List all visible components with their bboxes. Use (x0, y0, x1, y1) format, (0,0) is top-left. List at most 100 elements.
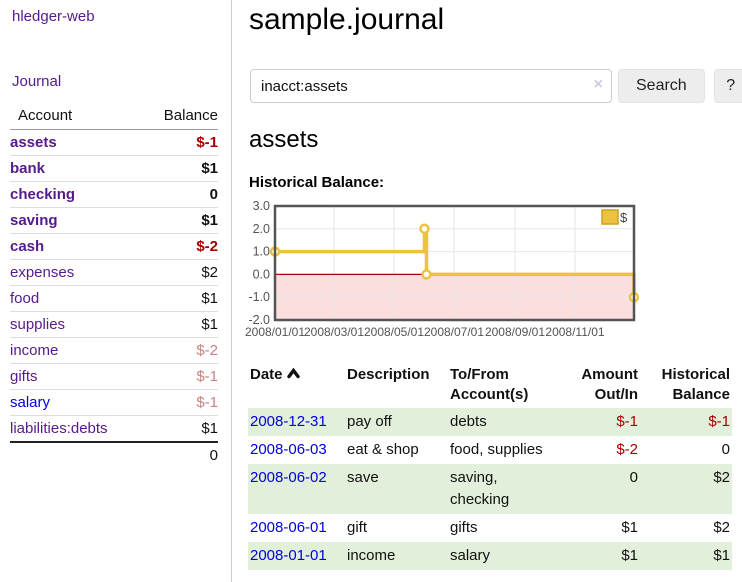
account-row-food: food $1 (10, 285, 218, 312)
account-link[interactable]: saving (10, 212, 58, 229)
account-balance: $1 (137, 207, 218, 234)
balance-chart-svg: $3.0 2.0 1.0 0.0 -1.0 -2.02008/01/012008/03/0… (245, 199, 640, 339)
account-link[interactable]: liabilities:debts (10, 420, 108, 437)
date-column-header[interactable]: Date (248, 362, 345, 408)
page-title: sample.journal (249, 3, 445, 36)
account-balance: $1 (137, 285, 218, 312)
svg-text:-1.0: -1.0 (248, 290, 270, 304)
account-balance: $-1 (196, 134, 218, 151)
account-balance: $2 (137, 259, 218, 286)
account-balance: $1 (137, 311, 218, 338)
transaction-row[interactable]: 2008-06-01 gift gifts $1 $2 (248, 514, 732, 542)
historical-balance-label: Historical Balance: (249, 174, 385, 191)
transaction-description: gift (347, 519, 368, 536)
account-link[interactable]: assets (10, 134, 57, 151)
account-link[interactable]: expenses (10, 264, 75, 281)
transaction-amount: $1 (621, 547, 638, 564)
transaction-balance: 0 (721, 441, 730, 458)
account-row-gifts: gifts $-1 (10, 363, 218, 390)
account-balance: $-1 (137, 389, 218, 416)
svg-text:0.0: 0.0 (253, 267, 270, 281)
transaction-amount: $1 (621, 519, 638, 536)
account-row-assets: assets $-1 (10, 130, 218, 156)
account-balance: $1 (137, 155, 218, 182)
transaction-row[interactable]: 2008-06-02 save saving, checking 0 $2 (248, 464, 732, 514)
transaction-balance: $2 (713, 519, 730, 536)
main-pane: sample.journal × Search ? assets Histori… (249, 0, 742, 191)
balance-column-header: Balance (137, 104, 218, 130)
account-link[interactable]: supplies (10, 316, 66, 333)
transaction-description: eat & shop (347, 441, 419, 458)
transaction-balance: $2 (713, 469, 730, 486)
svg-text:2008/09/01: 2008/09/01 (485, 325, 545, 339)
account-row-expenses: expenses $2 (10, 259, 218, 286)
svg-text:2008/11/01: 2008/11/01 (545, 325, 604, 339)
transaction-amount: 0 (629, 469, 638, 486)
brand-link[interactable]: hledger-web (12, 8, 95, 25)
account-row-income: income $-2 (10, 337, 218, 364)
transaction-accounts: debts (450, 413, 487, 430)
svg-text:2008/01/01: 2008/01/01 (245, 325, 305, 339)
account-balance: $-1 (137, 363, 218, 390)
transaction-balance: $-1 (708, 413, 730, 430)
sort-ascending-icon (286, 365, 300, 385)
transaction-accounts: saving, checking (450, 469, 510, 508)
account-link[interactable]: food (10, 290, 40, 307)
transaction-row[interactable]: 2008-12-31 pay off debts $-1 $-1 (248, 408, 732, 436)
transaction-date-link[interactable]: 2008-01-01 (250, 547, 327, 564)
balance-column-header: Historical Balance (661, 366, 730, 403)
sidebar: hledger-web Journal Account Balance asse… (0, 0, 231, 582)
svg-text:2008/07/01: 2008/07/01 (424, 325, 484, 339)
transaction-amount: $-2 (616, 441, 638, 458)
transaction-description: save (347, 469, 379, 486)
accounts-table-header: Account Balance (10, 104, 218, 130)
account-link[interactable]: salary (10, 394, 51, 411)
account-balance: $-2 (137, 337, 218, 364)
amount-column-header: Amount Out/In (581, 366, 638, 403)
help-button[interactable]: ? (713, 69, 742, 103)
transaction-row[interactable]: 2008-01-01 income salary $1 $1 (248, 542, 732, 570)
svg-text:-2.0: -2.0 (248, 313, 270, 327)
transaction-accounts: food, supplies (450, 441, 543, 458)
transaction-accounts: salary (450, 547, 491, 564)
transaction-date-link[interactable]: 2008-06-03 (250, 441, 327, 458)
account-heading: assets (249, 126, 319, 153)
accounts-column-header: To/From Account(s) (450, 366, 529, 403)
account-balance: $1 (137, 415, 218, 442)
accounts-total-row: 0 (10, 441, 218, 468)
svg-text:3.0: 3.0 (253, 200, 270, 213)
svg-text:2008/03/01: 2008/03/01 (304, 325, 364, 339)
transaction-description: income (347, 547, 396, 564)
transactions-table: Date Description To/From Account(s) Amou… (248, 362, 732, 570)
transaction-amount: $-1 (616, 413, 638, 430)
account-row-bank: bank $1 (10, 155, 218, 182)
sidebar-item-journal[interactable]: Journal (12, 73, 62, 90)
transaction-accounts: gifts (450, 519, 478, 536)
search-form: × Search ? (250, 69, 742, 103)
svg-text:$: $ (620, 210, 628, 225)
search-button[interactable]: Search (618, 69, 705, 103)
svg-text:2008/05/01: 2008/05/01 (364, 325, 424, 339)
transactions-header-row: Date Description To/From Account(s) Amou… (248, 362, 732, 408)
account-row-supplies: supplies $1 (10, 311, 218, 338)
account-balance: $-2 (137, 233, 218, 260)
svg-text:1.0: 1.0 (253, 245, 270, 259)
transaction-date-link[interactable]: 2008-12-31 (250, 413, 327, 430)
account-column-header: Account (10, 104, 137, 130)
account-link[interactable]: cash (10, 238, 45, 255)
clear-search-icon[interactable]: × (593, 76, 603, 93)
account-row-checking: checking 0 (10, 181, 218, 208)
account-link[interactable]: bank (10, 160, 46, 177)
account-link[interactable]: checking (10, 186, 76, 203)
balance-chart: $3.0 2.0 1.0 0.0 -1.0 -2.0 2008/01/01 2008/03/0… (240, 199, 742, 345)
transaction-date-link[interactable]: 2008-06-02 (250, 469, 327, 486)
transaction-description: pay off (347, 413, 392, 430)
transaction-row[interactable]: 2008-06-03 eat & shop food, supplies $-2… (248, 436, 732, 464)
sidebar-divider (231, 0, 232, 582)
accounts-table: Account Balance assets $-1 bank $1 check… (10, 104, 218, 468)
account-link[interactable]: gifts (10, 368, 38, 385)
description-column-header: Description (347, 366, 430, 383)
account-link[interactable]: income (10, 342, 59, 359)
transaction-date-link[interactable]: 2008-06-01 (250, 519, 327, 536)
search-input[interactable] (250, 69, 612, 103)
